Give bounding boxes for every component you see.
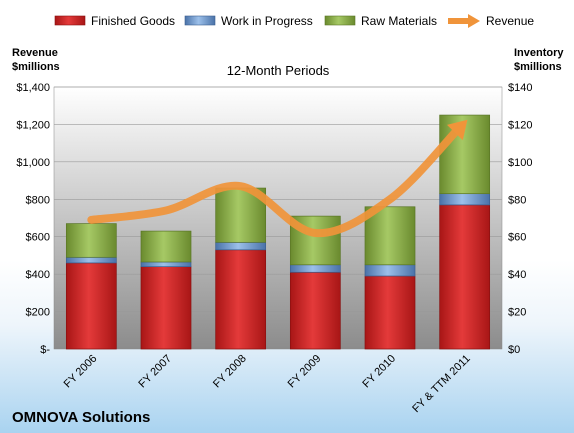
left-tick-label: $400	[26, 269, 50, 281]
legend: Finished Goods Work in Progress Raw Mate…	[54, 14, 534, 28]
legend-item-finished-goods[interactable]: Finished Goods	[54, 14, 175, 28]
right-tick-label: $100	[508, 157, 532, 169]
right-tick-label: $60	[508, 232, 526, 244]
chart-subtitle: 12-Month Periods	[227, 63, 330, 78]
x-tick-label: FY 2009	[286, 353, 324, 391]
legend-label-revenue: Revenue	[486, 14, 534, 28]
x-axis-ticks: FY 2006 FY 2007 FY 2008 FY 2009 FY 2010 FY & …	[62, 353, 473, 416]
left-axis-title-line2: $millions	[12, 61, 60, 73]
bar-raw-materials[interactable]	[364, 206, 416, 266]
left-axis-title-line1: Revenue	[12, 47, 58, 59]
left-axis-ticks: $- $200 $400 $600 $800 $1,000 $1,200 $1,400	[16, 82, 50, 356]
left-tick-label: $1,400	[16, 82, 50, 94]
bars	[65, 114, 491, 350]
legend-label-finished-goods: Finished Goods	[91, 14, 175, 28]
legend-swatch-work-in-progress	[184, 15, 216, 26]
x-tick-label: FY 2007	[136, 353, 174, 391]
left-tick-label: $1,200	[16, 119, 50, 131]
bar-finished-goods[interactable]	[65, 262, 117, 350]
legend-swatch-finished-goods	[54, 15, 86, 26]
bar-finished-goods[interactable]	[439, 204, 491, 350]
legend-swatch-raw-materials	[324, 15, 356, 26]
right-tick-label: $0	[508, 344, 520, 356]
right-tick-label: $20	[508, 307, 526, 319]
bar-finished-goods[interactable]	[289, 271, 341, 350]
x-tick-label: FY 2008	[211, 353, 249, 391]
left-tick-label: $1,000	[16, 157, 50, 169]
left-tick-label: $600	[26, 232, 50, 244]
bar-work-in-progress[interactable]	[215, 241, 267, 251]
x-tick-label: FY 2010	[360, 353, 398, 391]
bar-work-in-progress[interactable]	[364, 264, 416, 277]
revenue-line-path[interactable]	[87, 127, 461, 238]
right-tick-label: $80	[508, 194, 526, 206]
revenue-line-arrowhead	[447, 119, 468, 141]
legend-label-raw-materials: Raw Materials	[361, 14, 437, 28]
bar-work-in-progress[interactable]	[289, 264, 341, 273]
right-axis-ticks: $0 $20 $40 $60 $80 $100 $120 $140	[508, 82, 532, 356]
bar-raw-materials[interactable]	[65, 223, 117, 258]
left-tick-label: $-	[40, 344, 50, 356]
company-name: OMNOVA Solutions	[12, 409, 150, 426]
legend-item-revenue[interactable]: Revenue	[448, 14, 534, 28]
right-tick-label: $40	[508, 269, 526, 281]
legend-item-work-in-progress[interactable]: Work in Progress	[184, 14, 313, 28]
bar-finished-goods[interactable]	[364, 275, 416, 350]
left-tick-label: $200	[26, 307, 50, 319]
bar-work-in-progress[interactable]	[65, 256, 117, 264]
bar-work-in-progress[interactable]	[439, 193, 491, 206]
x-tick-label: FY 2006	[62, 353, 100, 391]
right-tick-label: $120	[508, 119, 532, 131]
bar-work-in-progress[interactable]	[140, 261, 192, 268]
right-axis-title-line1: Inventory	[514, 47, 564, 59]
left-tick-label: $800	[26, 194, 50, 206]
right-axis-title-line2: $millions	[514, 61, 562, 73]
legend-item-raw-materials[interactable]: Raw Materials	[324, 14, 437, 28]
legend-arrow-revenue	[468, 14, 480, 28]
bar-raw-materials[interactable]	[140, 230, 192, 263]
bar-finished-goods[interactable]	[215, 249, 267, 350]
x-tick-label: FY & TTM 2011	[410, 353, 473, 416]
legend-label-work-in-progress: Work in Progress	[221, 14, 313, 28]
right-tick-label: $140	[508, 82, 532, 94]
bar-finished-goods[interactable]	[140, 266, 192, 350]
revenue-line	[87, 119, 468, 238]
